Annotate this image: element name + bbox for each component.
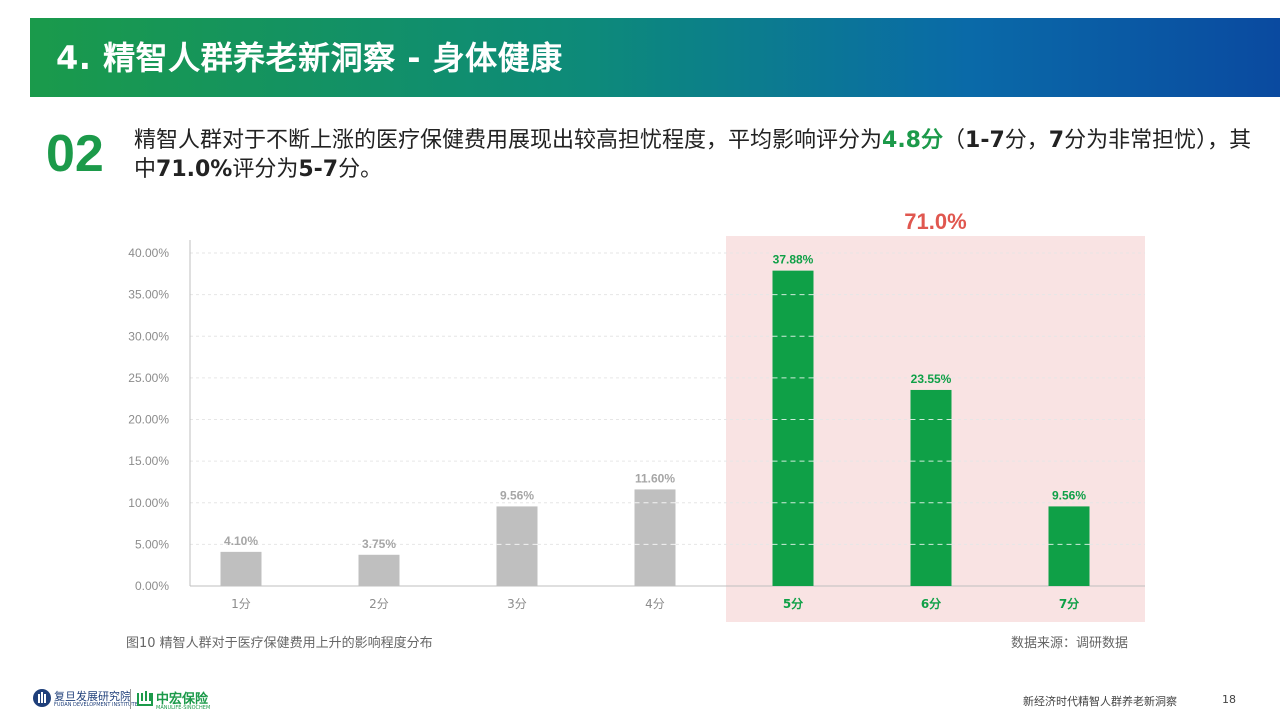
intro-part: 分。 (338, 157, 383, 182)
intro-part: 分， (1004, 128, 1049, 153)
data-label: 3.75% (362, 537, 396, 551)
logo-divider (130, 689, 131, 709)
y-tick-label: 0.00% (135, 579, 169, 593)
avg-score: 4.8分 (882, 128, 943, 153)
scale-max: 7 (1048, 128, 1065, 153)
y-tick-label: 20.00% (128, 413, 169, 427)
logo-manulife-subtext: MANULIFE-SINOCHEM (156, 705, 211, 711)
data-label: 23.55% (911, 372, 952, 386)
score-range: 5-7 (298, 157, 339, 182)
bar (496, 506, 538, 586)
data-label: 37.88% (773, 253, 814, 267)
logo-manulife-text: 中宏保险 (156, 692, 209, 707)
page-title: 4. 精智人群养老新洞察 - 身体健康 (56, 39, 563, 77)
x-tick-label: 6分 (921, 596, 941, 611)
intro-part: 精智人群对于不断上涨的医疗保健费用展现出较高担忧程度，平均影响评分为 (134, 128, 883, 153)
data-label: 9.56% (1052, 488, 1086, 502)
logo-fudan-text: 复旦发展研究院 (54, 690, 131, 703)
x-tick-label: 7分 (1059, 596, 1079, 611)
bar (772, 270, 814, 586)
data-label: 11.60% (635, 471, 675, 485)
figure-caption: 图10 精智人群对于医疗保健费用上升的影响程度分布 (126, 636, 433, 651)
x-tick-label: 3分 (507, 597, 527, 611)
y-tick-label: 25.00% (128, 371, 169, 385)
logo-fudan-subtext: FUDAN DEVELOPMENT INSTITUTE (54, 702, 138, 708)
page-number: 18 (1222, 693, 1236, 706)
y-tick-label: 5.00% (135, 537, 169, 551)
y-tick-label: 40.00% (128, 246, 169, 260)
report-title: 新经济时代精智人群养老新洞察 (1023, 695, 1177, 708)
section-number: 02 (46, 125, 104, 183)
header-bar (30, 18, 1280, 97)
data-label: 4.10% (224, 534, 258, 548)
data-source: 数据来源：调研数据 (1011, 636, 1129, 651)
highlight-label: 71.0% (904, 209, 966, 234)
scale-range: 1-7 (965, 128, 1005, 153)
bar (634, 489, 676, 586)
x-tick-label: 2分 (369, 597, 389, 611)
x-tick-label: 4分 (645, 597, 665, 611)
y-tick-label: 30.00% (128, 329, 169, 343)
bar (910, 389, 952, 586)
x-tick-label: 5分 (783, 596, 803, 611)
data-label: 9.56% (500, 488, 534, 502)
bar (1048, 506, 1090, 586)
x-tick-label: 1分 (231, 597, 251, 611)
fudan-logo-icon (33, 689, 51, 707)
bar (220, 551, 262, 586)
intro-part: 评分为 (232, 157, 299, 182)
bar (358, 554, 400, 586)
share-value: 71.0% (156, 157, 233, 182)
y-tick-label: 35.00% (128, 288, 169, 302)
y-tick-label: 15.00% (128, 454, 169, 468)
manulife-logo-icon (137, 691, 153, 706)
y-tick-label: 10.00% (128, 496, 169, 510)
intro-part: 分为非常担忧），其中 (134, 128, 1252, 182)
intro-part: （ (943, 128, 966, 153)
intro-text: 精智人群对于不断上涨的医疗保健费用展现出较高担忧程度，平均影响评分为4.8分（1… (134, 126, 1259, 184)
